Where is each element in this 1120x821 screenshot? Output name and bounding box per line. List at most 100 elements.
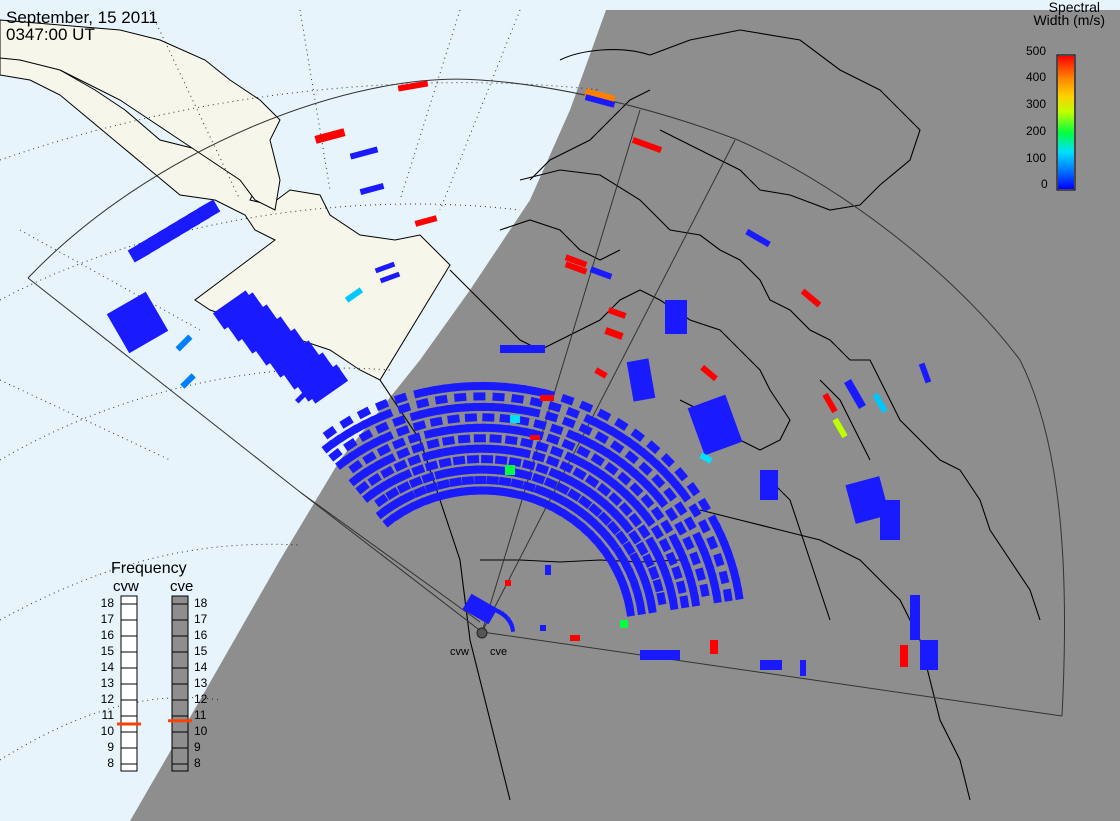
echo-cell	[518, 491, 533, 503]
echo-cell	[578, 423, 593, 436]
echo-cell	[522, 385, 536, 396]
echo-cell	[473, 381, 486, 391]
echo-cell	[531, 386, 546, 398]
echo-cell	[712, 590, 722, 604]
echo-cell	[415, 397, 430, 409]
echo-cell	[411, 442, 425, 454]
echo-cell	[569, 515, 584, 530]
echo-cell	[624, 567, 637, 582]
echo-cell	[900, 645, 908, 667]
frequency-tick-cvw: 12	[100, 692, 114, 706]
echo-cell	[549, 423, 564, 436]
echo-cell	[486, 475, 499, 485]
echo-cell	[535, 441, 549, 453]
echo-cell	[473, 392, 486, 401]
frequency-tick-cve: 9	[194, 740, 201, 754]
echo-cell	[629, 482, 644, 497]
frequency-tick-cve: 15	[194, 644, 208, 658]
echo-cell	[348, 459, 363, 474]
echo-cell	[535, 463, 550, 475]
echo-cell	[261, 328, 307, 368]
echo-cell	[401, 490, 417, 504]
echo-cell	[596, 408, 612, 422]
echo-cell	[530, 435, 540, 440]
echo-cell	[920, 640, 938, 670]
echo-cell	[441, 435, 456, 446]
echo-cell	[414, 215, 438, 227]
echo-cell	[561, 416, 576, 429]
echo-cell	[507, 488, 522, 500]
echo-cell	[502, 382, 516, 392]
echo-cell	[413, 387, 427, 399]
echo-cell	[397, 80, 429, 92]
frequency-tick-cve: 13	[194, 676, 208, 690]
echo-cell	[694, 567, 706, 582]
radar-fov	[27, 78, 1066, 717]
echo-cell	[674, 467, 689, 482]
echo-cell	[464, 413, 478, 422]
frequency-tick-cvw: 10	[100, 724, 114, 738]
echo-cell	[664, 507, 679, 522]
frequency-tick-cvw: 13	[100, 676, 114, 690]
echo-cell	[379, 271, 401, 284]
echo-cell	[700, 364, 718, 382]
echo-cell	[559, 509, 575, 523]
echo-cell	[413, 485, 428, 498]
echo-cell	[407, 454, 422, 467]
echo-cell	[362, 451, 377, 465]
echo-cell	[593, 538, 608, 553]
echo-cell	[910, 595, 920, 640]
echo-cell	[668, 596, 679, 611]
echo-cell	[376, 443, 392, 457]
frequency-tick-cve: 8	[194, 756, 201, 770]
echo-cell	[647, 565, 660, 580]
echo-cell	[607, 307, 627, 319]
echo-cell	[880, 500, 900, 540]
echo-cell	[631, 137, 663, 153]
echo-cell	[411, 464, 426, 476]
colorbar	[1056, 54, 1076, 191]
echo-cell	[640, 650, 680, 660]
echo-cell	[683, 516, 697, 531]
echo-cell	[642, 553, 655, 568]
echo-cell	[718, 570, 730, 585]
echo-cell	[522, 481, 536, 493]
frequency-tick-cve: 14	[194, 660, 208, 674]
echo-cell	[564, 254, 588, 268]
echo-cell	[197, 199, 221, 221]
echo-cell	[760, 470, 778, 500]
echo-cell	[576, 445, 591, 459]
echo-cell	[555, 482, 570, 496]
colorbar-title-1: Spectral	[1048, 0, 1100, 15]
echo-cell	[566, 488, 582, 502]
echo-cell	[385, 486, 400, 501]
echo-cell	[822, 392, 838, 414]
echo-cell	[733, 586, 744, 601]
echo-cell	[624, 450, 639, 465]
echo-cell	[461, 476, 475, 486]
echo-cell	[604, 461, 619, 476]
echo-cell	[706, 535, 719, 550]
night-terminator	[130, 10, 1120, 821]
frequency-tick-cvw: 8	[107, 756, 114, 770]
radar-name-cvw: cvw	[113, 578, 139, 595]
echo-cell	[527, 407, 541, 418]
echo-cell	[424, 460, 439, 472]
colorbar-title-2: Width (m/s)	[1033, 12, 1105, 28]
echo-cell	[677, 488, 692, 503]
echo-cell	[408, 476, 423, 489]
echo-cell	[481, 455, 494, 464]
frequency-tick-cve: 12	[194, 692, 208, 706]
echo-cell	[392, 415, 407, 427]
echo-cell	[393, 459, 408, 472]
frequency-tick-cvw: 14	[100, 660, 114, 674]
echo-cell	[464, 402, 477, 412]
echo-cell	[473, 402, 486, 411]
echo-cell	[314, 128, 346, 144]
echo-cell	[328, 447, 343, 462]
echo-cell	[374, 493, 389, 508]
echo-cell	[540, 498, 555, 511]
echo-cell	[424, 482, 439, 494]
daytime-land-chukotka	[0, 19, 281, 211]
echo-cell	[494, 455, 508, 465]
